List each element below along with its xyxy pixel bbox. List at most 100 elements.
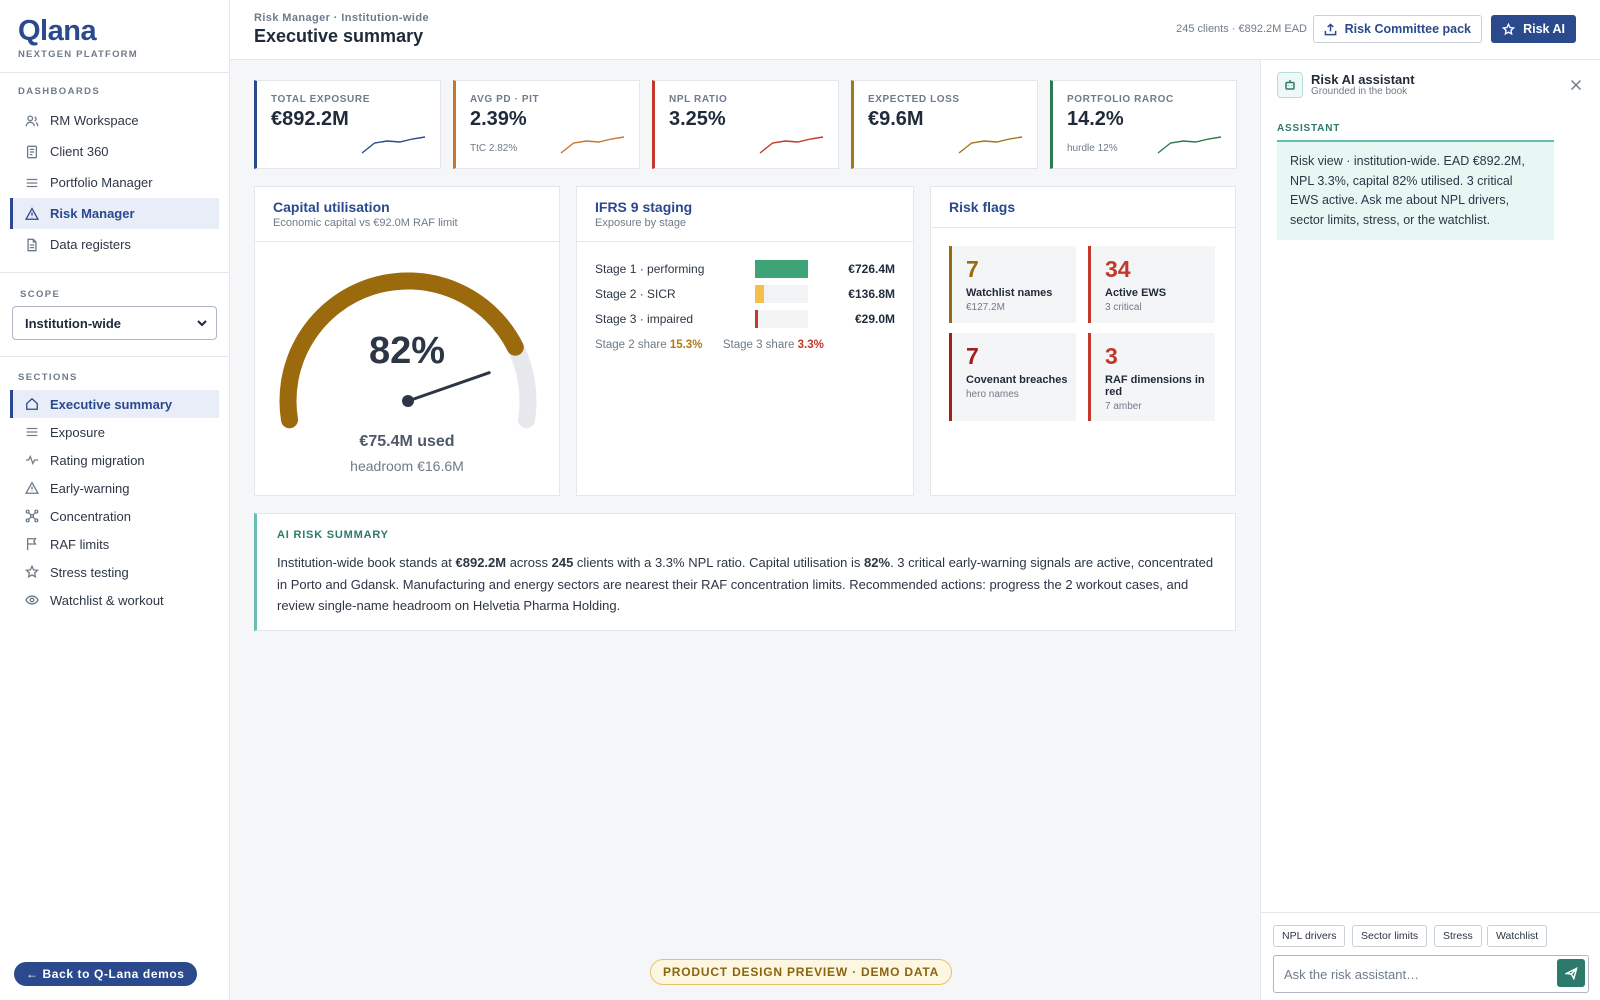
section-exposure[interactable]: Exposure — [10, 418, 219, 446]
document-icon — [26, 145, 38, 158]
capital-gauge — [279, 272, 537, 429]
star-icon — [25, 565, 39, 579]
stage-bar — [755, 260, 808, 278]
nav-label: Risk Manager — [50, 206, 135, 221]
nav-rm-workspace[interactable]: RM Workspace — [10, 105, 219, 136]
upload-icon — [1324, 22, 1336, 35]
nav-data-registers[interactable]: Data registers — [10, 229, 219, 260]
ifrs9-staging-card: IFRS 9 staging Exposure by stage Stage 1… — [576, 186, 914, 496]
sparkline-line — [1157, 136, 1222, 154]
section-raf-limits[interactable]: RAF limits — [10, 530, 219, 558]
flag-active-ews[interactable]: 34 Active EWS 3 critical — [1088, 246, 1215, 323]
nav-label: Watchlist & workout — [50, 592, 164, 608]
back-to-demos-button[interactable]: ← Back to Q-Lana demos — [14, 962, 197, 986]
risk-ai-button[interactable]: Risk AI — [1491, 15, 1576, 43]
section-watchlist-workout[interactable]: Watchlist & workout — [10, 586, 219, 614]
dashboards-heading: DASHBOARDS — [18, 86, 101, 97]
sparkline-line — [361, 136, 426, 154]
eye-icon — [25, 595, 39, 605]
header: Risk Manager · Institution-wide Executiv… — [230, 0, 1600, 60]
ai-risk-summary: AI RISK SUMMARY Institution-wide book st… — [254, 513, 1236, 631]
stage-bar-track — [755, 310, 808, 328]
stage-bar — [755, 310, 758, 328]
flag-count: 7 — [966, 343, 979, 369]
chip-watchlist[interactable]: Watchlist — [1487, 925, 1548, 947]
warning-icon — [25, 206, 39, 220]
kpi-label: PORTFOLIO RAROC — [1067, 94, 1174, 105]
section-early-warning[interactable]: Early-warning — [10, 474, 219, 502]
summary-emphasis: 82% — [864, 555, 891, 570]
chevron-down-icon — [197, 320, 207, 327]
users-icon — [25, 114, 39, 126]
gauge-needle — [406, 371, 491, 403]
flag-title-text: Watchlist names — [966, 287, 1053, 299]
home-icon — [26, 397, 38, 410]
network-icon — [25, 509, 39, 523]
stage-row-1[interactable]: Stage 1 · performing €726.4M — [595, 260, 895, 278]
sections-heading: SECTIONS — [18, 372, 78, 383]
stage2-share-value: 15.3% — [669, 339, 703, 351]
stage-row-3[interactable]: Stage 3 · impaired €29.0M — [595, 310, 895, 328]
kpi-total-exposure[interactable]: TOTAL EXPOSURE €892.2M — [254, 80, 441, 169]
chip-npl-drivers[interactable]: NPL drivers — [1273, 925, 1346, 947]
flag-subtitle: €127.2M — [966, 302, 1005, 313]
section-concentration[interactable]: Concentration — [10, 502, 219, 530]
breadcrumb: Risk Manager · Institution-wide — [254, 12, 429, 24]
lines-icon — [26, 178, 38, 187]
section-stress-testing[interactable]: Stress testing — [10, 558, 219, 586]
send-button[interactable] — [1557, 959, 1585, 987]
chip-stress[interactable]: Stress — [1434, 925, 1482, 947]
kpi-npl-ratio[interactable]: NPL RATIO 3.25% — [652, 80, 839, 169]
robot-icon — [1277, 72, 1303, 98]
nav-risk-manager[interactable]: Risk Manager — [10, 198, 219, 229]
nav-label: Client 360 — [50, 144, 109, 159]
stage3-share-label: Stage 3 share — [722, 339, 795, 351]
card-header: Risk flags — [931, 187, 1235, 228]
capital-used: €75.4M used — [359, 433, 455, 450]
assistant-message: Risk view · institution-wide. EAD €892.2… — [1277, 140, 1554, 240]
kpi-portfolio-raroc[interactable]: PORTFOLIO RAROC 14.2% hurdle 12% — [1050, 80, 1237, 169]
nav-label: Exposure — [50, 424, 105, 440]
kpi-avg-pd[interactable]: AVG PD · PIT 2.39% TtC 2.82% — [453, 80, 640, 169]
close-icon[interactable] — [1570, 78, 1582, 91]
ai-composer: NPL drivers Sector limits Stress Watchli… — [1261, 912, 1600, 1000]
nav-label: Stress testing — [50, 564, 129, 580]
card-subtitle: Exposure by stage — [595, 217, 687, 229]
stage-value: €136.8M — [848, 287, 895, 301]
send-icon — [1564, 966, 1578, 980]
ai-panel-subtitle: Grounded in the book — [1311, 86, 1408, 97]
logo[interactable]: Qlana — [18, 15, 97, 47]
nav-label: Rating migration — [50, 452, 145, 468]
flag-title: RAF dimensions in red 7 amber — [1105, 374, 1213, 413]
dashboards-nav: RM Workspace Client 360 Portfolio Manage… — [0, 105, 229, 260]
ask-assistant-input[interactable] — [1273, 955, 1589, 993]
flag-title: Watchlist names €127.2M — [966, 287, 1074, 314]
sparkline-line — [958, 136, 1023, 154]
brand: Qlana NEXTGEN PLATFORM — [0, 0, 229, 73]
stage-row-2[interactable]: Stage 2 · SICR €136.8M — [595, 285, 895, 303]
flag-count: 34 — [1105, 256, 1131, 282]
kpi-label: AVG PD · PIT — [470, 94, 540, 105]
stage-bar-track — [755, 285, 808, 303]
stage-bar-track — [755, 260, 808, 278]
flag-covenant-breaches[interactable]: 7 Covenant breaches hero names — [949, 333, 1076, 421]
stage-value: €726.4M — [848, 262, 895, 276]
kpi-label: EXPECTED LOSS — [868, 94, 960, 105]
flag-subtitle: 7 amber — [1105, 401, 1142, 412]
sidebar: Qlana NEXTGEN PLATFORM DASHBOARDS RM Wor… — [0, 0, 230, 1000]
nav-label: Data registers — [50, 237, 131, 252]
flag-raf-dimensions[interactable]: 3 RAF dimensions in red 7 amber — [1088, 333, 1215, 421]
kpi-sparkline — [958, 136, 1023, 154]
nav-client-360[interactable]: Client 360 — [10, 136, 219, 167]
risk-committee-pack-button[interactable]: Risk Committee pack — [1312, 15, 1482, 43]
scope-select[interactable]: Institution-wide — [12, 306, 217, 340]
kpi-expected-loss[interactable]: EXPECTED LOSS €9.6M — [851, 80, 1038, 169]
nav-portfolio-manager[interactable]: Portfolio Manager — [10, 167, 219, 198]
section-executive-summary[interactable]: Executive summary — [10, 390, 219, 418]
logo-subtitle: NEXTGEN PLATFORM — [18, 49, 138, 60]
scope-value: Institution-wide — [25, 315, 122, 331]
sections-nav: Executive summary Exposure Rating migrat… — [0, 390, 229, 614]
section-rating-migration[interactable]: Rating migration — [10, 446, 219, 474]
flag-watchlist-names[interactable]: 7 Watchlist names €127.2M — [949, 246, 1076, 323]
chip-sector-limits[interactable]: Sector limits — [1352, 925, 1428, 947]
